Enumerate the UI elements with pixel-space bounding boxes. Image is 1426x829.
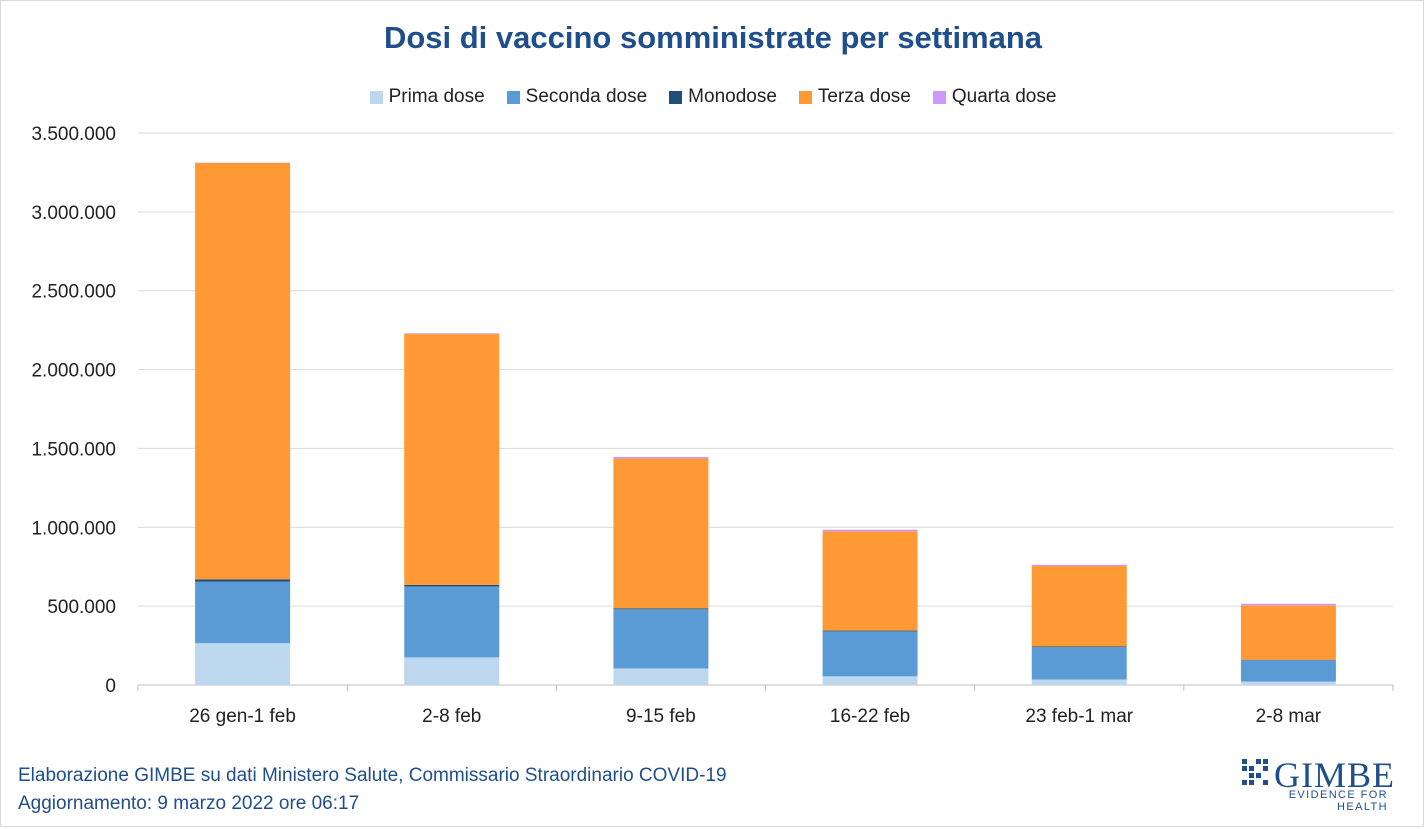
y-tick-label: 2.500.000 bbox=[31, 282, 116, 303]
x-tick-label: 2-8 feb bbox=[422, 706, 481, 727]
bar-segment-quarta-dose bbox=[1031, 564, 1127, 567]
gimbe-logo-mark-icon bbox=[1242, 759, 1268, 785]
bar-segment-terza-dose bbox=[404, 334, 500, 585]
bar-segment-seconda-dose bbox=[822, 631, 918, 677]
bar-segment-quarta-dose bbox=[822, 529, 918, 532]
legend-swatch bbox=[798, 90, 812, 104]
x-tick-label: 23 feb-1 mar bbox=[1025, 706, 1133, 727]
legend-item: Monodose bbox=[669, 86, 777, 108]
y-tick-label: 0 bbox=[105, 676, 116, 697]
legend-label: Seconda dose bbox=[525, 86, 648, 107]
footer-updated: Aggiornamento: 9 marzo 2022 ore 06:17 bbox=[18, 793, 360, 814]
bar-segment-terza-dose bbox=[613, 458, 709, 609]
legend-label: Monodose bbox=[688, 86, 777, 107]
y-tick-label: 500.000 bbox=[47, 597, 116, 618]
legend-item: Terza dose bbox=[798, 86, 911, 108]
bar-segment-terza-dose bbox=[1240, 605, 1336, 660]
legend-swatch bbox=[369, 90, 383, 104]
bar-segment-prima-dose bbox=[613, 668, 709, 685]
x-tick-label: 16-22 feb bbox=[830, 706, 910, 727]
legend-swatch bbox=[932, 90, 946, 104]
bar-segment-monodose bbox=[822, 630, 918, 632]
bar-segment-prima-dose bbox=[1031, 679, 1127, 685]
legend-label: Quarta dose bbox=[951, 86, 1057, 107]
bar-segment-monodose bbox=[1031, 646, 1127, 648]
bar-segment-quarta-dose bbox=[404, 333, 500, 335]
bar-segment-seconda-dose bbox=[195, 581, 291, 644]
bar-segment-prima-dose bbox=[822, 676, 918, 685]
y-tick-label: 1.000.000 bbox=[31, 518, 116, 539]
bar-segment-prima-dose bbox=[195, 643, 291, 685]
chart-title: Dosi di vaccino somministrate per settim… bbox=[383, 20, 1043, 55]
x-tick-label: 2-8 mar bbox=[1256, 706, 1322, 727]
y-tick-label: 2.000.000 bbox=[31, 361, 116, 382]
x-tick-label: 9-15 feb bbox=[626, 706, 696, 727]
bar-segment-seconda-dose bbox=[1031, 647, 1127, 680]
gimbe-logo-text: GIMBE bbox=[1274, 755, 1395, 795]
footer-source: Elaborazione GIMBE su dati Ministero Sal… bbox=[18, 765, 727, 786]
bar-segment-prima-dose bbox=[1240, 681, 1336, 685]
chart-legend: Prima dose Seconda dose Monodose Terza dose… bbox=[0, 86, 1426, 108]
legend-item: Prima dose bbox=[369, 86, 485, 108]
y-tick-label: 3.000.000 bbox=[31, 203, 116, 224]
bar-segment-monodose bbox=[613, 608, 709, 610]
legend-label: Terza dose bbox=[817, 86, 911, 107]
bar-segment-quarta-dose bbox=[613, 456, 709, 459]
legend-label: Prima dose bbox=[388, 86, 485, 107]
x-tick-label: 26 gen-1 feb bbox=[189, 706, 296, 727]
legend-swatch bbox=[669, 90, 683, 104]
legend-swatch bbox=[506, 90, 520, 104]
bar-segment-monodose bbox=[195, 579, 291, 582]
legend-item: Quarta dose bbox=[932, 86, 1057, 108]
bar-segment-terza-dose bbox=[822, 531, 918, 631]
bar-segment-prima-dose bbox=[404, 657, 500, 685]
legend-item: Seconda dose bbox=[506, 86, 648, 108]
bar-segment-seconda-dose bbox=[404, 586, 500, 658]
y-tick-label: 1.500.000 bbox=[31, 439, 116, 460]
y-tick-label: 3.500.000 bbox=[31, 124, 116, 145]
bar-segment-seconda-dose bbox=[613, 609, 709, 669]
gimbe-logo: GIMBE EVIDENCE FOR HEALTH bbox=[1242, 755, 1395, 813]
bar-segment-terza-dose bbox=[1031, 566, 1127, 647]
bar-segment-seconda-dose bbox=[1240, 660, 1336, 682]
bar-segment-monodose bbox=[404, 584, 500, 587]
bar-segment-quarta-dose bbox=[1240, 603, 1336, 606]
bar-segment-terza-dose bbox=[195, 162, 291, 580]
gimbe-logo-tagline: EVIDENCE FOR HEALTH bbox=[1288, 789, 1388, 813]
